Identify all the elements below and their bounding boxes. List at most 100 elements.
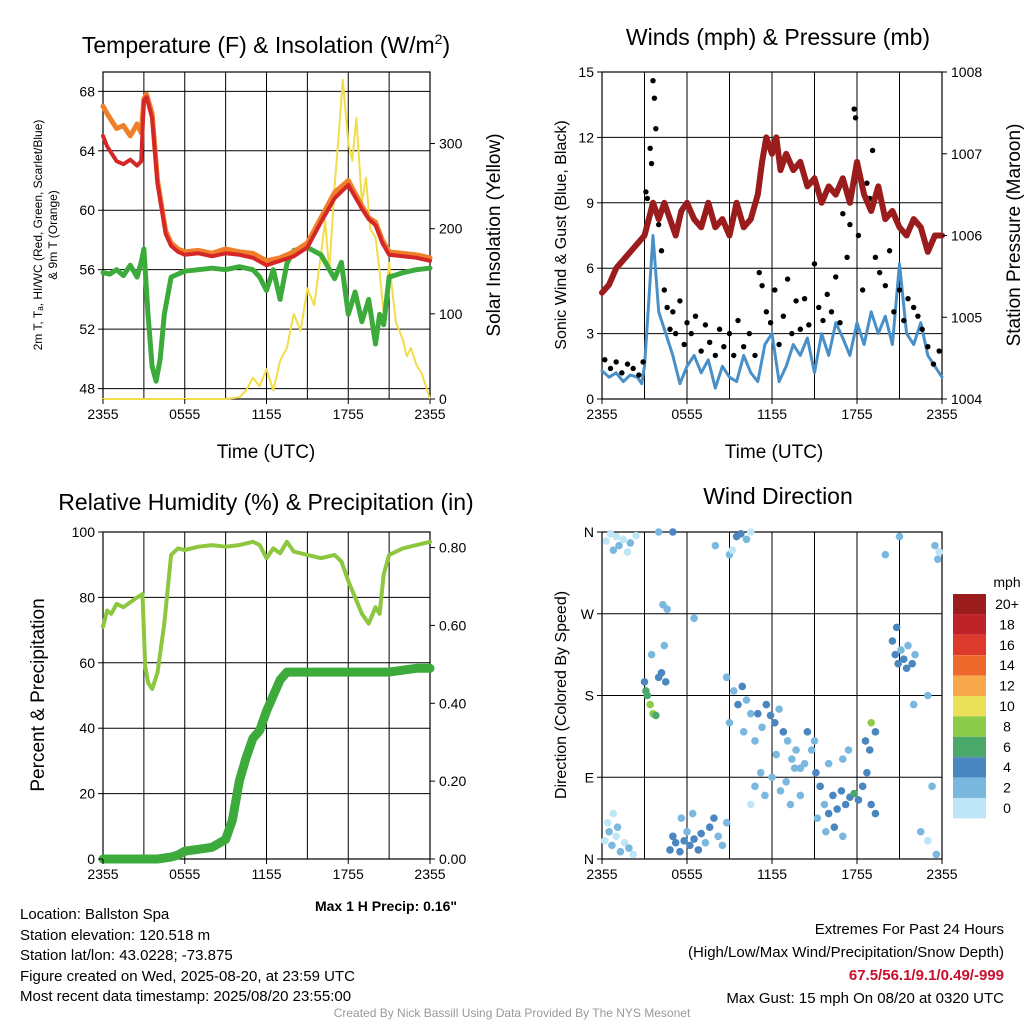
gust-point: [840, 211, 846, 217]
x-tick-label: 1755: [841, 866, 872, 882]
wind-direction-point: [690, 835, 698, 843]
x-tick-label: 2355: [87, 406, 118, 422]
gust-point: [855, 232, 862, 239]
wind-direction-point: [657, 668, 666, 677]
wind-direction-point: [629, 850, 637, 859]
wind-direction-point: [816, 782, 824, 791]
wind-direction-point: [605, 827, 613, 836]
gust-point: [706, 339, 713, 346]
wind-direction-point: [609, 546, 618, 554]
wind-direction-point: [904, 641, 912, 650]
wind-direction-point: [933, 555, 942, 564]
gust-point: [746, 330, 753, 337]
gust-point: [602, 357, 608, 363]
y-tick-label: 20: [79, 786, 95, 802]
wind-direction-point: [888, 637, 897, 645]
legend-label: 2: [1003, 780, 1011, 796]
wind-direction-point: [620, 838, 629, 847]
wind-direction-point: [671, 838, 680, 847]
legend-label: 8: [1003, 718, 1011, 734]
recent-text: Most recent data timestamp: 2025/08/20 2…: [20, 988, 352, 1005]
gust-point: [630, 365, 636, 372]
title-part: Temperature (F) & Insolation (W/m: [82, 32, 435, 58]
wind-direction-point: [734, 700, 742, 709]
wind-direction-point: [858, 782, 867, 791]
y-tick-label: 80: [79, 589, 95, 605]
y-axis-label: & 9m T (Orange): [46, 190, 60, 280]
y-tick-label: 3: [586, 326, 594, 342]
station-info: Location: Ballston Spa Station elevation…: [20, 905, 355, 1008]
gust-point: [702, 322, 709, 328]
wind-direction-point: [608, 841, 616, 850]
gust-point: [882, 282, 889, 289]
legend-swatch: [953, 655, 986, 676]
wind-direction-point: [609, 809, 618, 818]
wind-direction-point: [742, 535, 751, 544]
gust-point: [876, 269, 883, 276]
legend-label: 20+: [995, 596, 1019, 612]
wind-direction-point: [892, 623, 901, 632]
wind-direction-point: [683, 827, 691, 836]
gust-point: [636, 372, 642, 378]
x-tick-label: 1155: [757, 866, 787, 882]
direction-tick-label: N: [584, 851, 594, 867]
wind-direction-point: [646, 700, 654, 709]
wind-direction-point: [688, 809, 697, 818]
gust-point: [763, 309, 770, 315]
wind-direction-point: [623, 548, 632, 556]
gust-point: [772, 287, 778, 293]
dewpoint-line: [100, 244, 433, 384]
direction-tick-label: N: [584, 524, 594, 540]
gust-point: [847, 221, 853, 228]
y-tick-label: 56: [79, 262, 95, 278]
gust-point: [891, 309, 897, 315]
gust-point: [872, 254, 879, 260]
wind-direction-point: [924, 691, 932, 700]
x-tick-label: 1155: [251, 406, 281, 422]
wind-direction-point: [603, 818, 612, 827]
wind-direction-point: [867, 800, 875, 809]
wind-direction-point: [705, 823, 714, 832]
wind-direction-point: [711, 541, 720, 550]
y-tick-label: 52: [79, 321, 95, 337]
wind-direction-point: [813, 814, 822, 822]
y-tick-label: 60: [79, 202, 95, 218]
wind-direction-point: [694, 846, 703, 854]
wind-direction-point: [663, 605, 671, 614]
wind-direction-point: [602, 537, 611, 545]
gust-point: [936, 348, 942, 354]
wind-direction-point: [725, 718, 734, 727]
gust-point: [806, 322, 812, 328]
wind-direction-point: [902, 664, 911, 673]
y-tick-label: 9: [586, 195, 594, 211]
gust-point: [643, 189, 649, 195]
y2-tick-label: 1005: [951, 309, 982, 325]
y2-tick-label: 300: [439, 136, 463, 152]
wind-direction-point: [677, 814, 686, 822]
wind-direction-point: [854, 796, 863, 804]
wind-direction-point: [909, 700, 918, 709]
chart-title: Wind Direction: [703, 483, 853, 509]
wind-direction-point: [714, 832, 722, 841]
direction-tick-label: E: [585, 769, 594, 785]
wind-direction-point: [686, 841, 694, 850]
station-pressure-line: [599, 134, 945, 296]
gust-point: [869, 147, 876, 154]
gust-point: [647, 145, 653, 151]
legend-swatch: [953, 716, 986, 737]
x-axis-label: Time (UTC): [725, 442, 824, 463]
wind-direction-point: [931, 541, 939, 550]
solar-insolation-line: [102, 78, 431, 400]
wind-direction-point: [746, 528, 755, 536]
gust-point: [759, 282, 765, 289]
gust-point: [607, 365, 614, 372]
legend-swatch: [953, 696, 986, 717]
gust-point: [752, 352, 758, 359]
gust-point: [910, 304, 917, 311]
y2-tick-label: 200: [439, 221, 463, 237]
wind-direction-point: [897, 646, 905, 654]
wind-direction-point: [776, 787, 785, 795]
x-tick-label: 2355: [87, 866, 118, 882]
gust-point: [776, 341, 782, 348]
